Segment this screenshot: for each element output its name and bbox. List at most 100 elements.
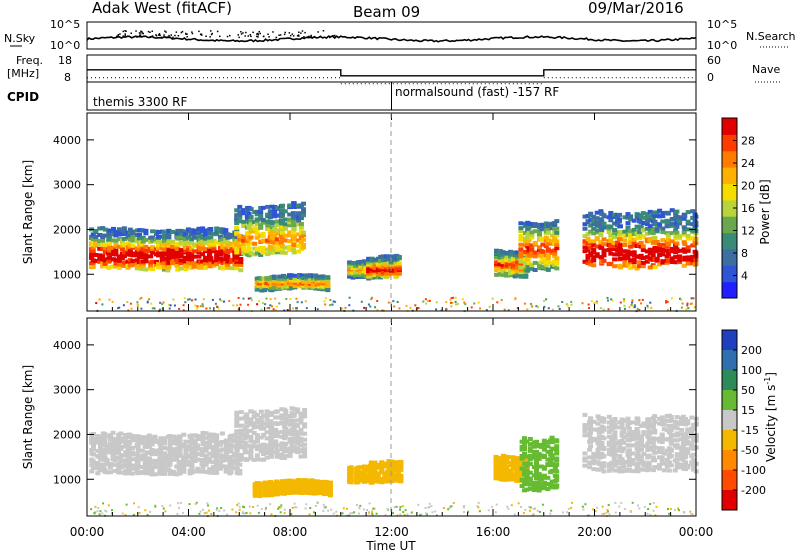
heatmap-cell	[110, 430, 116, 435]
nsky-point	[211, 32, 213, 35]
heatmap-cell	[685, 419, 691, 424]
heatmap-cell	[295, 418, 301, 423]
heatmap-cell	[251, 410, 257, 415]
heatmap-cell	[498, 456, 504, 461]
heatmap-cell	[178, 235, 184, 240]
heatmap-cell	[647, 227, 653, 232]
heatmap-cell	[674, 420, 680, 425]
nsky-point	[275, 36, 278, 39]
colorbar-tick-label: -200	[741, 484, 766, 497]
heatmap-cell	[261, 442, 267, 447]
heatmap-cell	[248, 214, 254, 219]
ground-scatter-cell	[689, 510, 692, 513]
heatmap-cell	[161, 251, 167, 256]
heatmap-cell	[622, 249, 628, 254]
heatmap-cell	[534, 487, 539, 492]
heatmap-cell	[140, 228, 146, 233]
heatmap-cell	[301, 237, 306, 242]
heatmap-cell	[265, 212, 271, 217]
heatmap-cell	[644, 237, 650, 242]
heatmap-cell	[274, 219, 280, 224]
heatmap-cell	[601, 469, 607, 474]
heatmap-cell	[113, 233, 119, 238]
heatmap-cell	[691, 465, 697, 470]
heatmap-cell	[161, 234, 167, 238]
heatmap-cell	[382, 473, 388, 478]
heatmap-cell	[518, 274, 524, 279]
heatmap-cell	[685, 435, 691, 440]
heatmap-cell	[211, 246, 217, 251]
heatmap-cell	[93, 237, 99, 242]
heatmap-cell	[244, 433, 250, 437]
heatmap-cell	[372, 268, 378, 273]
heatmap-cell	[95, 461, 101, 465]
ground-scatter-cell	[417, 503, 420, 506]
heatmap-cell	[167, 450, 173, 455]
heatmap-cell	[228, 454, 234, 459]
ground-scatter-cell	[681, 302, 684, 305]
nsky-point	[322, 30, 325, 32]
heatmap-cell	[588, 259, 594, 264]
nsky-point	[240, 31, 242, 33]
ground-scatter-cell	[666, 308, 669, 311]
heatmap-cell	[637, 264, 643, 269]
heatmap-cell	[118, 465, 124, 470]
ground-scatter-cell	[367, 303, 370, 306]
heatmap-cell	[601, 237, 607, 242]
heatmap-cell	[191, 234, 197, 239]
ground-scatter-cell	[316, 501, 319, 504]
ground-scatter-cell	[257, 511, 260, 514]
ground-scatter-cell	[594, 510, 597, 512]
heatmap-cell	[523, 274, 529, 279]
heatmap-cell	[143, 248, 149, 253]
heatmap-cell	[508, 270, 514, 275]
ground-scatter-cell	[603, 512, 606, 515]
heatmap-cell	[591, 218, 597, 223]
heatmap-cell	[116, 232, 122, 237]
heatmap-cell	[279, 452, 285, 457]
ground-scatter-cell	[243, 506, 245, 509]
heatmap-cell	[177, 446, 183, 450]
y-tick-label: 3000	[53, 179, 81, 192]
ground-scatter-cell	[424, 298, 427, 301]
ground-scatter-cell	[599, 307, 602, 310]
heatmap-cell	[279, 434, 285, 439]
heatmap-cell	[191, 228, 197, 233]
heatmap-cell	[166, 232, 172, 237]
heatmap-cell	[261, 432, 267, 437]
nsky-point	[267, 33, 269, 35]
heatmap-cell	[595, 451, 601, 456]
heatmap-cell	[149, 439, 155, 444]
heatmap-cell	[200, 441, 206, 446]
heatmap-cell	[234, 241, 240, 246]
heatmap-cell	[126, 467, 132, 472]
colorbar-frame	[721, 329, 738, 511]
heatmap-cell	[241, 219, 247, 224]
heatmap-cell	[554, 451, 560, 456]
heatmap-cell	[504, 465, 510, 469]
heatmap-cell	[254, 247, 260, 252]
heatmap-cell	[186, 260, 191, 265]
heatmap-cell	[601, 248, 607, 253]
heatmap-cell	[554, 438, 560, 443]
nsky-point	[117, 34, 119, 37]
heatmap-cell	[396, 254, 402, 259]
heatmap-cell	[596, 434, 602, 439]
heatmap-cell	[175, 228, 181, 233]
heatmap-cell	[220, 261, 226, 266]
heatmap-cell	[518, 247, 524, 252]
heatmap-cell	[536, 472, 542, 477]
heatmap-cell	[582, 426, 588, 431]
heatmap-cell	[254, 251, 260, 256]
colorbar-tick-label: -50	[741, 444, 759, 457]
heatmap-cell	[631, 260, 637, 265]
ground-scatter-cell	[679, 297, 681, 300]
ground-scatter-cell	[680, 298, 683, 301]
ground-scatter-cell	[500, 299, 503, 302]
heatmap-cell	[673, 260, 679, 265]
heatmap-cell	[591, 455, 597, 460]
heatmap-cell	[526, 265, 532, 270]
heatmap-cell	[494, 251, 500, 255]
heatmap-cell	[288, 285, 294, 290]
ground-scatter-cell	[153, 307, 156, 310]
